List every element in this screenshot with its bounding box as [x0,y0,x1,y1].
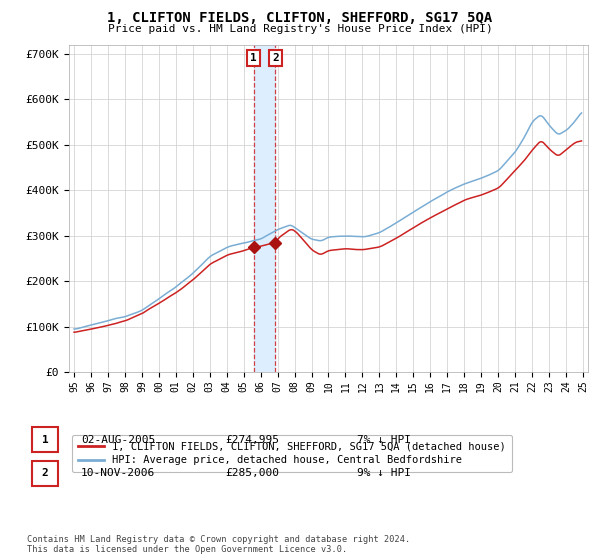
Text: Price paid vs. HM Land Registry's House Price Index (HPI): Price paid vs. HM Land Registry's House … [107,24,493,34]
Text: Contains HM Land Registry data © Crown copyright and database right 2024.
This d: Contains HM Land Registry data © Crown c… [27,535,410,554]
Text: 02-AUG-2005: 02-AUG-2005 [81,435,155,445]
Bar [254,45,275,372]
Text: 9% ↓ HPI: 9% ↓ HPI [357,468,411,478]
Text: 1: 1 [250,53,257,63]
Text: 1: 1 [41,435,49,445]
Text: 1, CLIFTON FIELDS, CLIFTON, SHEFFORD, SG17 5QA: 1, CLIFTON FIELDS, CLIFTON, SHEFFORD, SG… [107,11,493,25]
FancyBboxPatch shape [32,461,58,486]
Text: £285,000: £285,000 [225,468,279,478]
Text: 7% ↓ HPI: 7% ↓ HPI [357,435,411,445]
Text: £274,995: £274,995 [225,435,279,445]
Legend: 1, CLIFTON FIELDS, CLIFTON, SHEFFORD, SG17 5QA (detached house), HPI: Average pr: 1, CLIFTON FIELDS, CLIFTON, SHEFFORD, SG… [71,435,512,472]
Text: 2: 2 [41,468,49,478]
Text: 2: 2 [272,53,279,63]
Text: 10-NOV-2006: 10-NOV-2006 [81,468,155,478]
FancyBboxPatch shape [32,427,58,452]
